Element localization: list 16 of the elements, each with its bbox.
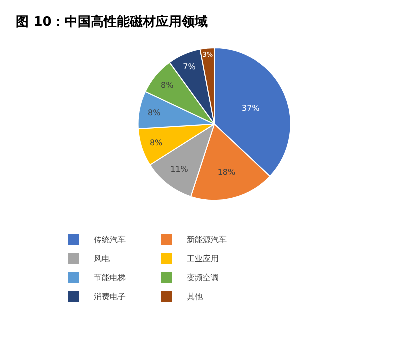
- data-label: 8%: [148, 108, 162, 118]
- legend-label: 变频空调: [187, 274, 219, 283]
- data-label: 37%: [242, 104, 260, 113]
- data-label: 11%: [170, 164, 189, 174]
- legend-label: 节能电梯: [94, 274, 126, 283]
- legend-label: 新能源汽车: [187, 236, 227, 245]
- data-label: 8%: [160, 80, 174, 90]
- legend-label: 风电: [94, 254, 110, 264]
- data-label: 7%: [183, 62, 196, 72]
- legend-label: 消费电子: [94, 292, 126, 302]
- legend-label: 其他: [187, 292, 203, 302]
- legend-label: 传统汽车: [94, 236, 126, 245]
- chart-title: 图 10：中国高性能磁材应用领域: [16, 14, 208, 30]
- legend-label: 工业应用: [187, 254, 219, 264]
- data-label: 18%: [218, 168, 236, 177]
- data-label: 8%: [150, 138, 164, 148]
